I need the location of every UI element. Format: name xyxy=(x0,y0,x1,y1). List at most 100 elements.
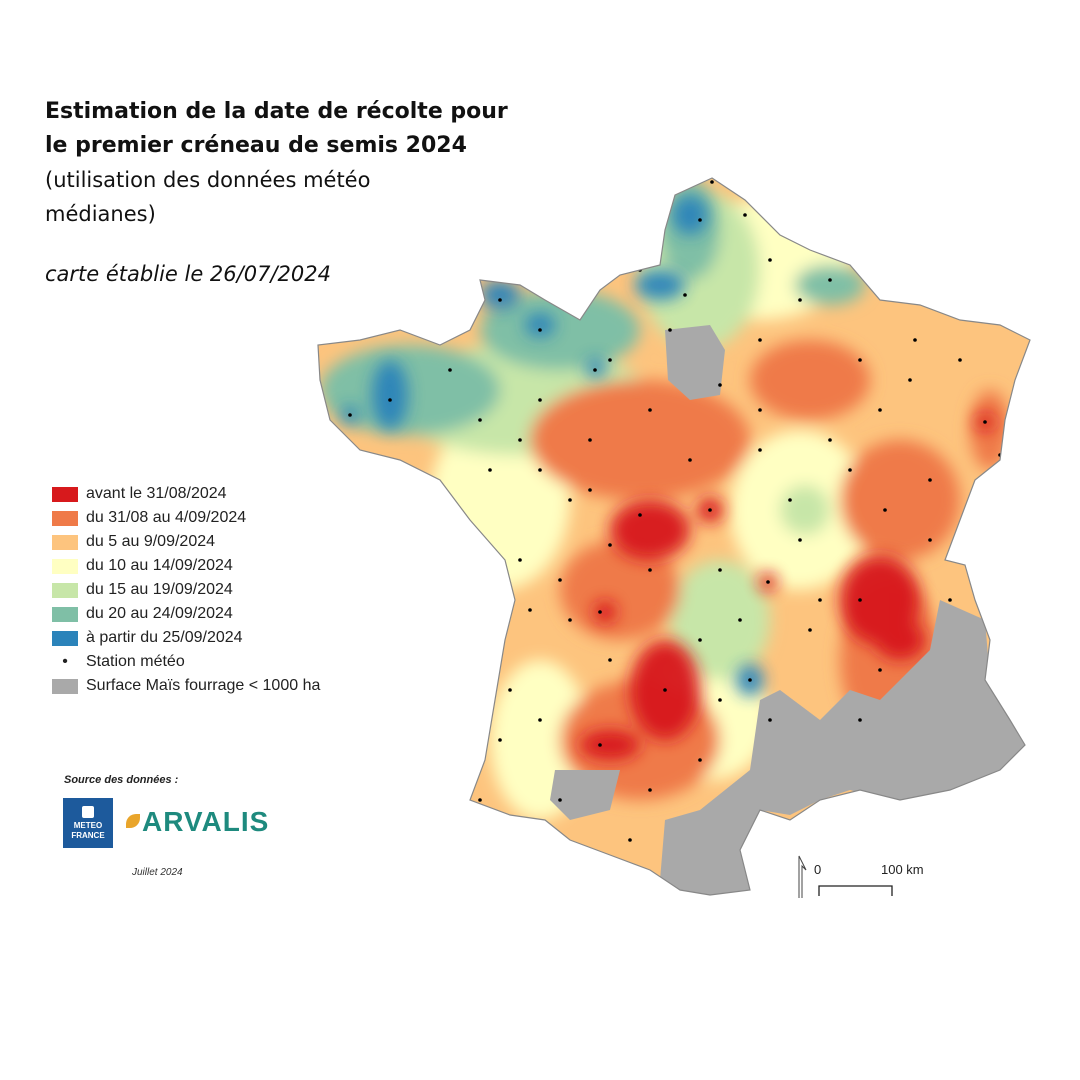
station-dot xyxy=(558,578,562,582)
station-dot xyxy=(568,498,572,502)
station-dot xyxy=(858,358,862,362)
station-dot xyxy=(698,218,702,222)
station-dot xyxy=(648,568,652,572)
legend-item: du 15 au 19/09/2024 xyxy=(52,578,320,602)
station-dot xyxy=(588,438,592,442)
station-dot xyxy=(638,513,642,517)
scale-end: 100 km xyxy=(881,862,924,877)
legend-swatch xyxy=(52,510,78,526)
station-dot xyxy=(788,498,792,502)
station-dot xyxy=(648,408,652,412)
scale-zero: 0 xyxy=(814,862,822,877)
station-dot xyxy=(478,798,482,802)
station-dot xyxy=(828,438,832,442)
station-dot xyxy=(498,298,502,302)
station-dot xyxy=(768,718,772,722)
station-dot xyxy=(588,488,592,492)
station-dot xyxy=(878,668,882,672)
legend-item: du 31/08 au 4/09/2024 xyxy=(52,506,320,530)
station-dot xyxy=(708,508,712,512)
station-dot xyxy=(743,213,747,217)
station-dot xyxy=(948,598,952,602)
legend-item: du 10 au 14/09/2024 xyxy=(52,554,320,578)
station-dot xyxy=(928,478,932,482)
legend-item: Surface Maïs fourrage < 1000 ha xyxy=(52,674,320,698)
station-dot xyxy=(983,420,987,424)
station-dot-icon: • xyxy=(62,653,68,670)
station-dot xyxy=(518,438,522,442)
station-dot xyxy=(848,468,852,472)
station-dot xyxy=(518,558,522,562)
station-dot xyxy=(766,580,770,584)
station-dot xyxy=(883,508,887,512)
station-dot xyxy=(828,278,832,282)
station-dot xyxy=(958,358,962,362)
north-arrow-icon xyxy=(798,855,893,898)
station-dot xyxy=(738,618,742,622)
meteo-france-logo: METEO FRANCE xyxy=(63,798,113,848)
legend-item: • Station météo xyxy=(52,650,320,674)
station-dot xyxy=(768,258,772,262)
station-dot xyxy=(758,338,762,342)
station-dot xyxy=(878,408,882,412)
station-dot xyxy=(858,598,862,602)
harvest-zones xyxy=(318,178,1030,895)
station-dot xyxy=(608,658,612,662)
source-label: Source des données : xyxy=(64,774,179,786)
legend-item: avant le 31/08/2024 xyxy=(52,482,320,506)
station-dot xyxy=(818,598,822,602)
station-dot xyxy=(498,738,502,742)
station-dot xyxy=(718,698,722,702)
station-dot xyxy=(710,180,714,184)
station-dot xyxy=(858,718,862,722)
station-dot xyxy=(458,518,462,522)
legend-item: du 20 au 24/09/2024 xyxy=(52,602,320,626)
station-dot xyxy=(568,618,572,622)
station-dot xyxy=(718,568,722,572)
station-dot xyxy=(668,328,672,332)
station-dot xyxy=(388,398,392,402)
station-dot xyxy=(748,678,752,682)
legend-swatch xyxy=(52,486,78,502)
station-dot xyxy=(808,628,812,632)
station-dot xyxy=(478,418,482,422)
station-dot xyxy=(758,448,762,452)
station-dot xyxy=(718,383,722,387)
station-dot xyxy=(908,378,912,382)
legend-swatch xyxy=(52,630,78,646)
legend: avant le 31/08/2024 du 31/08 au 4/09/202… xyxy=(52,482,320,698)
station-dot xyxy=(593,368,597,372)
station-dot xyxy=(648,788,652,792)
station-dot xyxy=(698,758,702,762)
station-dot xyxy=(538,328,542,332)
station-dot xyxy=(663,688,667,692)
station-dot xyxy=(688,458,692,462)
station-dot xyxy=(448,368,452,372)
legend-swatch xyxy=(52,558,78,574)
legend-swatch xyxy=(52,606,78,622)
station-dot xyxy=(608,358,612,362)
station-dot xyxy=(348,413,352,417)
station-dot xyxy=(538,398,542,402)
station-dot xyxy=(538,718,542,722)
station-dot xyxy=(798,298,802,302)
arvalis-logo: ARVALIS xyxy=(126,806,269,838)
legend-swatch xyxy=(52,582,78,598)
station-dot xyxy=(628,838,632,842)
station-dot xyxy=(683,293,687,297)
legend-swatch xyxy=(52,534,78,550)
station-dot xyxy=(558,798,562,802)
date-note: carte établie le 26/07/2024 xyxy=(45,262,331,286)
station-dot xyxy=(488,468,492,472)
station-dot xyxy=(758,408,762,412)
legend-item: à partir du 25/09/2024 xyxy=(52,626,320,650)
map-title: Estimation de la date de récolte pour le… xyxy=(45,99,508,226)
publication-month: Juillet 2024 xyxy=(132,867,183,878)
station-dot xyxy=(913,338,917,342)
station-dot xyxy=(698,638,702,642)
station-dot xyxy=(928,538,932,542)
station-dot xyxy=(508,688,512,692)
station-dot xyxy=(608,543,612,547)
station-dot xyxy=(538,468,542,472)
